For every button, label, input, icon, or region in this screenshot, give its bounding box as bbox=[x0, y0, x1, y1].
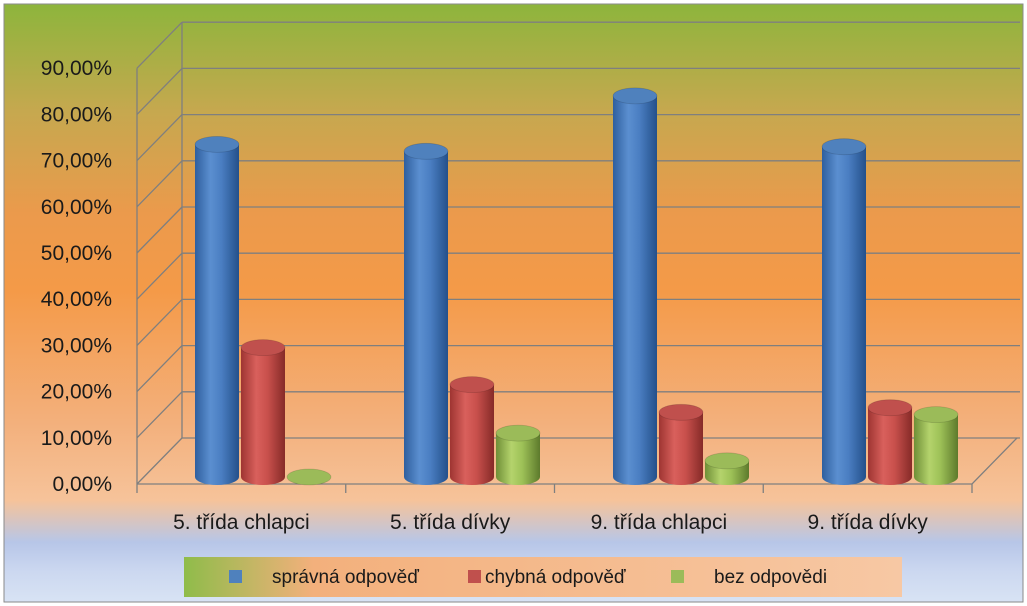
y-tick-label: 20,00% bbox=[41, 381, 112, 404]
side-gridline bbox=[136, 160, 183, 208]
bar-top bbox=[495, 424, 541, 442]
y-tick-label: 90,00% bbox=[41, 57, 112, 80]
bar-top bbox=[704, 452, 750, 470]
side-gridline bbox=[136, 345, 183, 393]
legend-item: správná odpověď bbox=[229, 567, 419, 588]
bar bbox=[194, 135, 240, 486]
side-gridline bbox=[136, 437, 183, 485]
side-gridline bbox=[136, 206, 183, 254]
bar bbox=[403, 142, 449, 486]
bar bbox=[240, 339, 286, 485]
legend-item: bez odpovědi bbox=[671, 567, 827, 588]
y-tick-label: 70,00% bbox=[41, 150, 112, 173]
bar-body bbox=[450, 384, 494, 485]
legend-label: správná odpověď bbox=[272, 567, 419, 588]
bar bbox=[821, 138, 867, 486]
side-gridline bbox=[136, 67, 183, 115]
bar bbox=[495, 424, 541, 485]
bar-top bbox=[286, 468, 332, 486]
x-tick-label: 5. třída chlapci bbox=[173, 511, 310, 534]
bar-body bbox=[822, 146, 866, 486]
legend-background bbox=[184, 557, 902, 597]
bar bbox=[913, 406, 959, 485]
y-tick-label: 40,00% bbox=[41, 288, 112, 311]
bar-body bbox=[613, 95, 657, 485]
y-tick-label: 30,00% bbox=[41, 334, 112, 357]
bar-top bbox=[403, 142, 449, 160]
y-tick-label: 10,00% bbox=[41, 427, 112, 450]
bar-top bbox=[658, 403, 704, 421]
legend: správná odpověď chybná odpověď bez odpověd… bbox=[184, 557, 902, 597]
bar-top bbox=[612, 87, 658, 105]
x-tick-label: 9. třída chlapci bbox=[591, 511, 728, 534]
bar bbox=[867, 399, 913, 485]
y-tick-label: 80,00% bbox=[41, 103, 112, 126]
x-tick-label: 9. třída dívky bbox=[808, 511, 929, 534]
bar bbox=[704, 452, 750, 485]
side-gridline bbox=[136, 298, 183, 346]
legend-swatch bbox=[468, 570, 481, 583]
bar bbox=[286, 468, 332, 486]
bar-top bbox=[821, 138, 867, 156]
bar bbox=[658, 403, 704, 485]
bar-top bbox=[449, 376, 495, 394]
side-gridline bbox=[136, 114, 183, 162]
legend-item: chybná odpověď bbox=[468, 567, 626, 588]
y-tick-label: 50,00% bbox=[41, 242, 112, 265]
bar-top bbox=[867, 399, 913, 417]
side-gridline bbox=[136, 252, 183, 300]
legend-swatch bbox=[671, 570, 684, 583]
side-gridline bbox=[136, 21, 183, 69]
bar-body bbox=[868, 407, 912, 485]
bar-body bbox=[195, 144, 239, 486]
side-gridline bbox=[136, 391, 183, 439]
x-tick-label: 5. třída dívky bbox=[390, 511, 511, 534]
bar-top bbox=[913, 406, 959, 424]
bar-body bbox=[914, 414, 958, 485]
y-tick-label: 0,00% bbox=[52, 473, 112, 496]
bar-top bbox=[194, 135, 240, 153]
legend-label: bez odpovědi bbox=[714, 567, 827, 588]
bar bbox=[612, 87, 658, 485]
legend-swatch bbox=[229, 570, 242, 583]
bar bbox=[449, 376, 495, 485]
bar-body bbox=[404, 151, 448, 486]
legend-label: chybná odpověď bbox=[485, 567, 626, 588]
bar-body bbox=[659, 412, 703, 485]
bar-top bbox=[240, 339, 286, 357]
bar-body bbox=[241, 347, 285, 485]
bar-body bbox=[496, 433, 540, 485]
y-tick-label: 60,00% bbox=[41, 196, 112, 219]
